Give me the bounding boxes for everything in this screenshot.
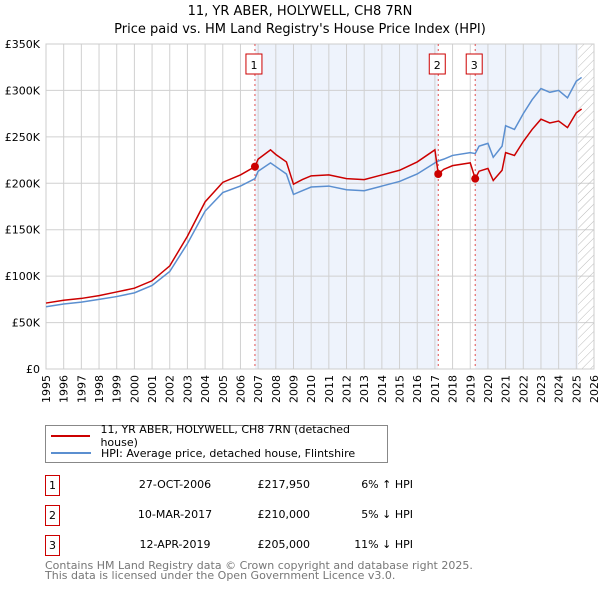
- x-tick-label: 1998: [93, 375, 106, 403]
- sale-label: 2: [434, 59, 441, 72]
- x-tick-label: 2022: [517, 375, 530, 403]
- y-tick-label: £50K: [12, 317, 41, 330]
- sale-price: £210,000: [257, 508, 311, 521]
- sale-price: £205,000: [257, 538, 311, 551]
- legend-label: 11, YR ABER, HOLYWELL, CH8 7RN (detached…: [100, 423, 351, 449]
- y-tick-label: £300K: [5, 84, 41, 97]
- x-tick-label: 2001: [146, 375, 159, 403]
- x-tick-label: 2025: [570, 375, 583, 403]
- y-tick-label: £350K: [5, 38, 41, 51]
- sale-marker-box: 3: [45, 535, 60, 556]
- shaded-period: [475, 44, 579, 369]
- x-tick-label: 1997: [75, 375, 88, 403]
- x-tick-label: 2018: [447, 375, 460, 403]
- legend-label: HPI: Average price, detached house, Flin…: [101, 446, 356, 460]
- y-tick-label: £100K: [5, 270, 41, 283]
- legend-swatch-price: [51, 435, 91, 437]
- sale-hpi-diff: 6% ↑ HPI: [361, 478, 413, 491]
- footer-licence: This data is licensed under the Open Gov…: [45, 569, 396, 582]
- chart-title: 11, YR ABER, HOLYWELL, CH8 7RN: [187, 4, 413, 19]
- table-row: 3 12-APR-2019 £205,000 11% ↓ HPI: [45, 535, 413, 557]
- x-tick-label: 2012: [341, 375, 354, 403]
- x-tick-label: 2006: [234, 375, 247, 403]
- sale-date: 12-APR-2019: [139, 538, 211, 551]
- sale-label: 3: [471, 59, 478, 72]
- forecast-hatch: [578, 44, 594, 369]
- y-tick-label: £250K: [5, 131, 41, 144]
- legend: 11, YR ABER, HOLYWELL, CH8 7RN (detached…: [45, 423, 388, 463]
- y-tick-label: £0: [26, 363, 40, 376]
- x-tick-label: 2017: [429, 375, 442, 403]
- sale-label-box: [428, 53, 446, 75]
- sale-label: 1: [250, 59, 257, 72]
- x-tick-label: 1996: [58, 375, 71, 403]
- sale-point: [434, 170, 443, 178]
- x-tick-label: 2010: [305, 375, 318, 403]
- sale-hpi-diff: 5% ↓ HPI: [361, 508, 413, 521]
- x-tick-label: 2014: [376, 375, 389, 403]
- x-tick-label: 2004: [199, 375, 212, 403]
- x-tick-label: 2002: [164, 375, 177, 403]
- y-tick-label: £200K: [5, 177, 41, 190]
- chart-subtitle: Price paid vs. HM Land Registry's House …: [114, 22, 486, 37]
- y-tick-label: £150K: [5, 224, 41, 237]
- footer: Contains HM Land Registry data © Crown c…: [45, 559, 473, 582]
- sale-date: 27-OCT-2006: [138, 478, 212, 491]
- x-tick-label: 2024: [553, 375, 566, 403]
- table-row: 2 10-MAR-2017 £210,000 5% ↓ HPI: [45, 505, 413, 527]
- x-tick-label: 2019: [464, 375, 477, 403]
- x-tick-label: 2015: [394, 375, 407, 403]
- legend-swatch-hpi: [51, 452, 91, 454]
- legend-item-price: 11, YR ABER, HOLYWELL, CH8 7RN (detached…: [46, 423, 387, 449]
- sale-label-box: [465, 53, 483, 75]
- sale-point: [250, 162, 259, 171]
- sale-hpi-diff: 11% ↓ HPI: [354, 538, 413, 551]
- sale-marker-box: 1: [45, 475, 60, 496]
- x-tick-label: 2026: [588, 375, 600, 403]
- x-tick-label: 2008: [270, 375, 283, 403]
- footer-copyright: Contains HM Land Registry data © Crown c…: [45, 559, 473, 572]
- x-tick-label: 2011: [323, 375, 336, 403]
- x-tick-label: 2013: [358, 375, 371, 403]
- x-tick-label: 2009: [287, 375, 300, 403]
- x-tick-label: 2000: [128, 375, 141, 403]
- x-tick-label: 1999: [111, 375, 124, 403]
- hpi-line: [45, 76, 583, 308]
- x-tick-label: 2023: [535, 375, 548, 403]
- x-tick-label: 2016: [411, 375, 424, 403]
- sale-marker-box: 2: [45, 505, 60, 526]
- price-chart: 1995 1996 1997 1998 1999 2000 2001 2002 2003 2004…: [5, 38, 600, 403]
- x-tick-label: 1995: [40, 375, 53, 403]
- table-row: 1 27-OCT-2006 £217,950 6% ↑ HPI: [45, 475, 413, 497]
- legend-item-hpi: HPI: Average price, detached house, Flin…: [46, 445, 355, 461]
- x-tick-label: 2020: [482, 375, 495, 403]
- sale-label-box: [245, 53, 263, 75]
- x-tick-label: 2007: [252, 375, 265, 403]
- sale-date: 10-MAR-2017: [137, 508, 213, 521]
- x-tick-label: 2021: [500, 375, 513, 403]
- sale-price: £217,950: [257, 478, 311, 491]
- plot-border: [45, 43, 595, 370]
- sale-point: [471, 174, 480, 183]
- price-paid-line: [45, 108, 583, 304]
- x-tick-label: 2003: [181, 375, 194, 403]
- x-tick-label: 2005: [217, 375, 230, 403]
